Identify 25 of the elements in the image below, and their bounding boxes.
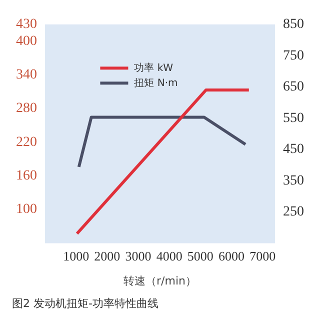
y2-tick-label: 550 <box>283 110 304 126</box>
y2-tick-label: 350 <box>283 173 304 188</box>
legend-label: 扭矩 N·m <box>134 76 178 89</box>
y2-tick-label: 850 <box>283 17 304 32</box>
y-tick-label: 430 <box>16 17 37 32</box>
y2-tick-label: 750 <box>283 48 304 64</box>
x-axis-title: 转速（r/min） <box>124 274 196 288</box>
y-tick-label: 160 <box>16 168 37 184</box>
caption: 图2 发动机扭矩-功率特性曲线 <box>11 296 160 311</box>
legend-label: 功率 kW <box>134 62 174 74</box>
x-tick-label: 3000 <box>125 248 152 264</box>
y-tick-label: 340 <box>16 68 37 83</box>
y2-tick-label: 250 <box>283 204 304 220</box>
x-tick-label: 4000 <box>156 248 182 264</box>
y2-tick-label: 450 <box>283 142 304 158</box>
y-tick-label: 400 <box>16 34 37 49</box>
y-tick-label: 280 <box>16 101 37 116</box>
x-tick-label: 2000 <box>94 248 120 264</box>
x-tick-label: 6000 <box>218 248 244 264</box>
x-tick-label: 1000 <box>63 248 90 264</box>
x-tick-label: 7000 <box>250 248 276 264</box>
y-tick-label: 100 <box>16 202 37 218</box>
x-tick-label: 5000 <box>187 248 214 264</box>
y2-tick-label: 650 <box>283 80 304 95</box>
y-tick-label: 220 <box>16 134 37 150</box>
